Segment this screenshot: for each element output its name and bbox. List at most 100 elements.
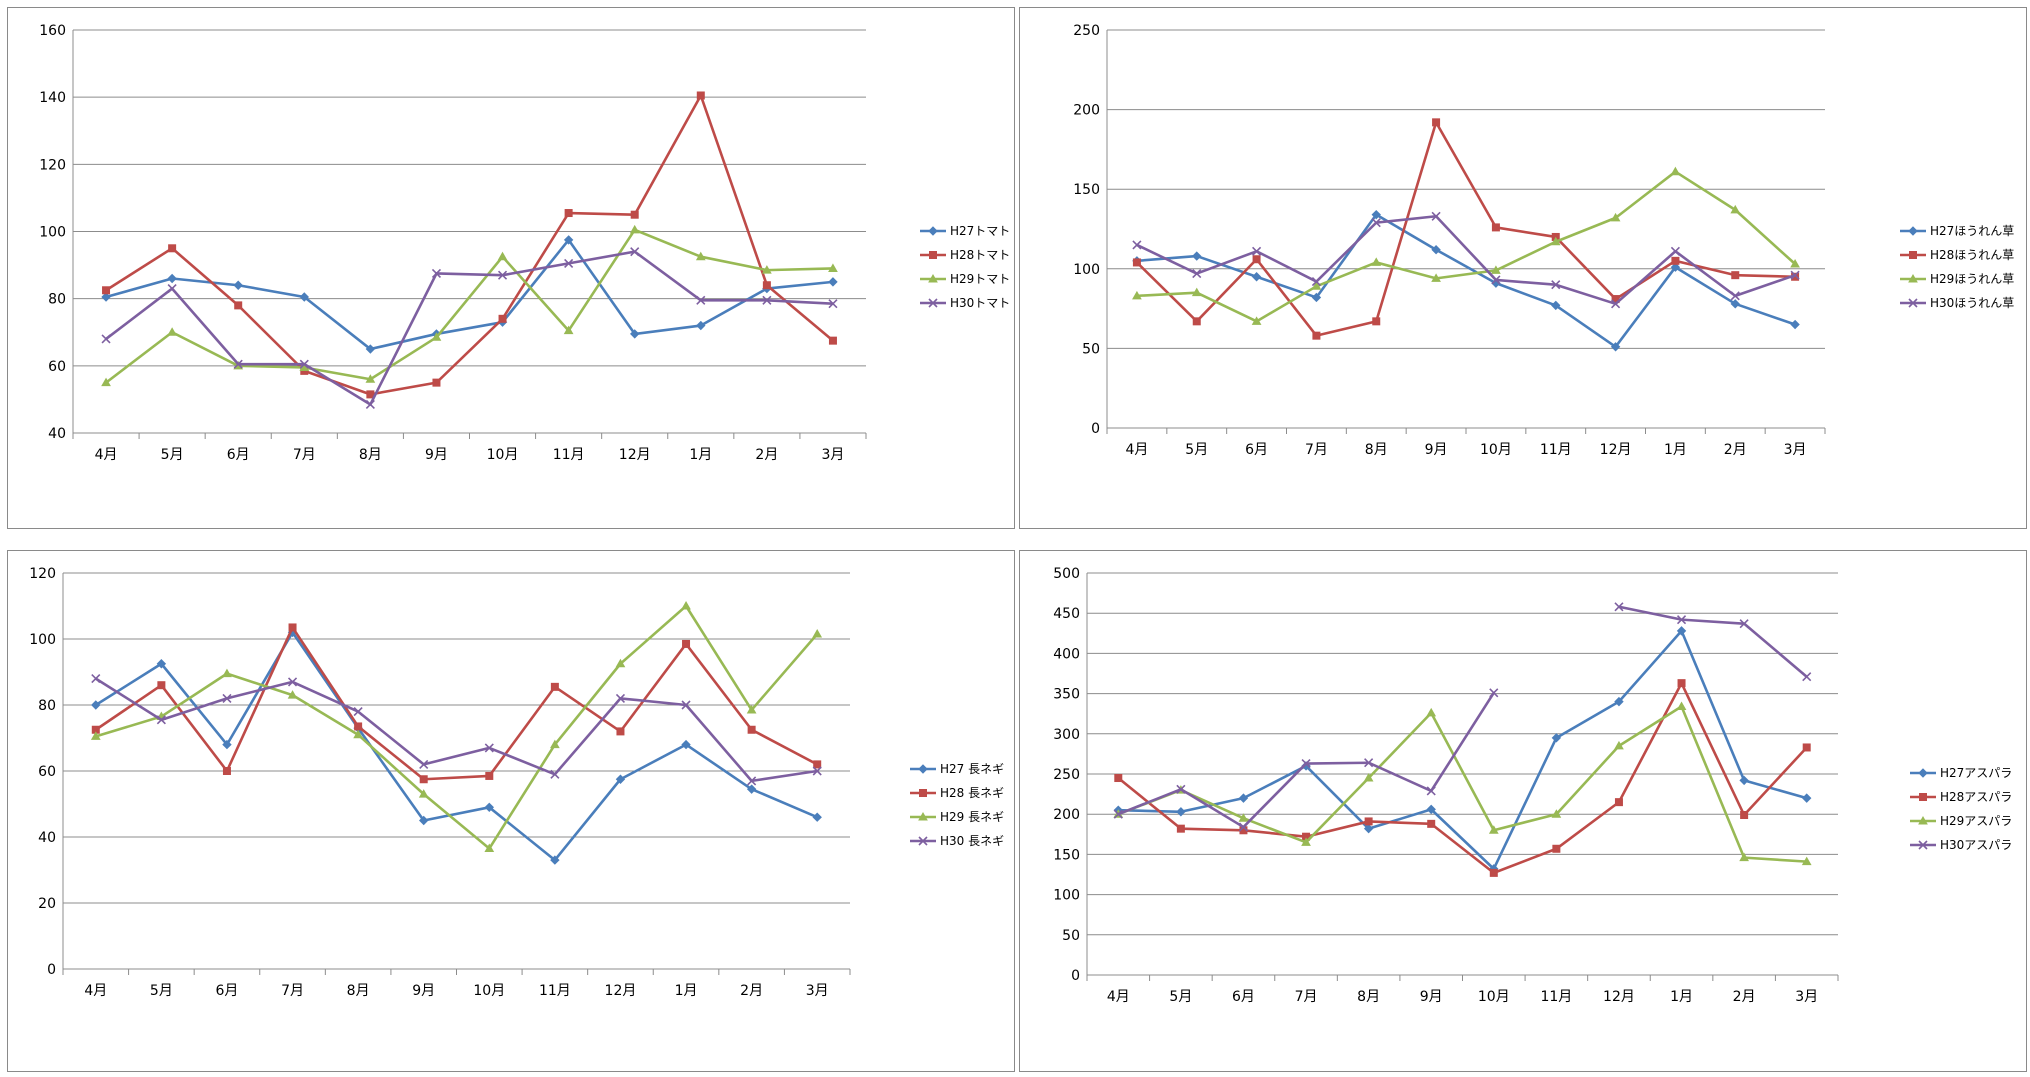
data-point: [234, 301, 243, 310]
data-point: [1238, 813, 1249, 822]
data-point: [1192, 251, 1202, 261]
legend-entry: H29トマト: [920, 272, 1010, 286]
data-point: [1790, 270, 1800, 280]
data-point: [1312, 331, 1321, 340]
asparagus-chart: 0 50 100 150 200 250 300 350 400 450 500 4月 5月 6月 7月 8月…: [1053, 566, 2012, 1005]
x-tick-label: 11月: [539, 983, 571, 999]
y-tick-label: 120: [39, 157, 66, 173]
legend-marker: [1908, 273, 1918, 283]
y-tick-label: 200: [1053, 807, 1080, 823]
data-point: [1551, 300, 1561, 311]
x-tick-label: 2月: [740, 983, 763, 999]
data-point: [1311, 281, 1322, 290]
data-point: [615, 658, 626, 668]
data-point: [1730, 291, 1740, 301]
y-tick-label: 200: [1073, 103, 1100, 119]
data-point: [1677, 679, 1686, 688]
data-point: [101, 292, 111, 302]
legend-label: H30ほうれん草: [1930, 296, 2014, 310]
data-point: [681, 739, 691, 750]
series-line: [1136, 121, 1796, 337]
legend-entry: H29 長ネギ: [910, 810, 1004, 824]
data-point: [1489, 868, 1498, 877]
data-point: [102, 286, 111, 295]
x-tick-label: 10月: [473, 983, 505, 999]
legend-marker: [918, 764, 928, 774]
data-point: [299, 359, 309, 369]
y-tick-label: 50: [1062, 928, 1080, 944]
x-tick-label: 4月: [1125, 442, 1148, 458]
data-point: [1491, 265, 1501, 274]
series-line: [1136, 213, 1796, 349]
legend-marker: [1909, 251, 1917, 259]
data-point: [222, 668, 232, 678]
data-point: [222, 767, 231, 775]
data-point: [1426, 804, 1436, 815]
y-tick-label: 450: [1053, 606, 1080, 622]
series-line: [95, 626, 818, 781]
data-point: [630, 247, 640, 257]
x-tick-label: 9月: [1420, 989, 1443, 1005]
x-tick-label: 6月: [215, 983, 238, 999]
y-tick-label: 250: [1053, 767, 1080, 783]
legend-label: H30アスパラ: [1940, 838, 2012, 852]
series-line: [1618, 605, 1808, 678]
legend-marker: [1918, 815, 1928, 825]
data-point: [1132, 258, 1141, 267]
series-line: [105, 94, 834, 396]
data-point: [762, 281, 771, 290]
legend-marker: [1918, 840, 1928, 850]
data-point: [1739, 775, 1749, 786]
data-point: [484, 802, 494, 813]
chart-panel-leek: 0 20 40 60 80 100 120 4月 5月 6月 7月 8月 9月 10月 11月 12月 1月 2月…: [7, 550, 1015, 1072]
series-1: [102, 91, 837, 399]
series-line: [1136, 214, 1796, 306]
y-tick-label: 150: [1053, 847, 1080, 863]
data-point: [564, 258, 574, 268]
legend-entry: H28トマト: [920, 248, 1010, 262]
data-point: [1191, 287, 1202, 297]
data-point: [630, 329, 640, 339]
data-point: [1371, 209, 1381, 220]
y-tick-label: 140: [39, 90, 66, 106]
x-tick-label: 9月: [412, 983, 435, 999]
legend-label: H29 長ネギ: [940, 810, 1004, 824]
series-line: [1117, 681, 1808, 875]
data-point: [1132, 290, 1142, 300]
series-line: [1118, 629, 1808, 871]
legend-label: H28 長ネギ: [940, 786, 1004, 800]
series-line: [105, 238, 834, 351]
legend-entry: H28ほうれん草: [1900, 248, 2014, 262]
data-point: [365, 374, 376, 383]
legend-label: H27ほうれん草: [1930, 224, 2014, 238]
data-point: [91, 674, 101, 684]
data-point: [1192, 269, 1202, 279]
y-tick-label: 120: [29, 566, 56, 582]
series-line: [1117, 692, 1495, 829]
data-point: [812, 629, 823, 638]
data-point: [1491, 275, 1501, 285]
data-point: [828, 336, 837, 345]
data-point: [497, 251, 508, 261]
data-point: [431, 268, 442, 279]
data-point: [812, 766, 822, 776]
chart-panel-tomato: 40 60 80 100 120 140 160 4月 5月 6月 7月 8月 9月 10月 11月 12月 1…: [7, 7, 1015, 529]
legend-marker: [918, 811, 928, 821]
data-point: [1739, 619, 1749, 629]
data-point: [1371, 257, 1382, 266]
y-tick-label: 0: [1091, 421, 1100, 437]
data-point: [563, 235, 574, 245]
data-point: [563, 325, 574, 335]
data-point: [365, 399, 375, 410]
data-point: [1610, 342, 1621, 352]
legend-label: H29アスパラ: [1940, 814, 2012, 828]
legend-label: H28トマト: [950, 248, 1010, 262]
data-point: [828, 299, 838, 309]
series-3: [91, 674, 822, 786]
series-0: [91, 627, 822, 865]
legend-marker: [1908, 226, 1918, 236]
x-tick-label: 5月: [1169, 989, 1192, 1005]
x-tick-label: 7月: [293, 447, 316, 463]
data-point: [615, 774, 626, 784]
data-point: [762, 265, 772, 274]
